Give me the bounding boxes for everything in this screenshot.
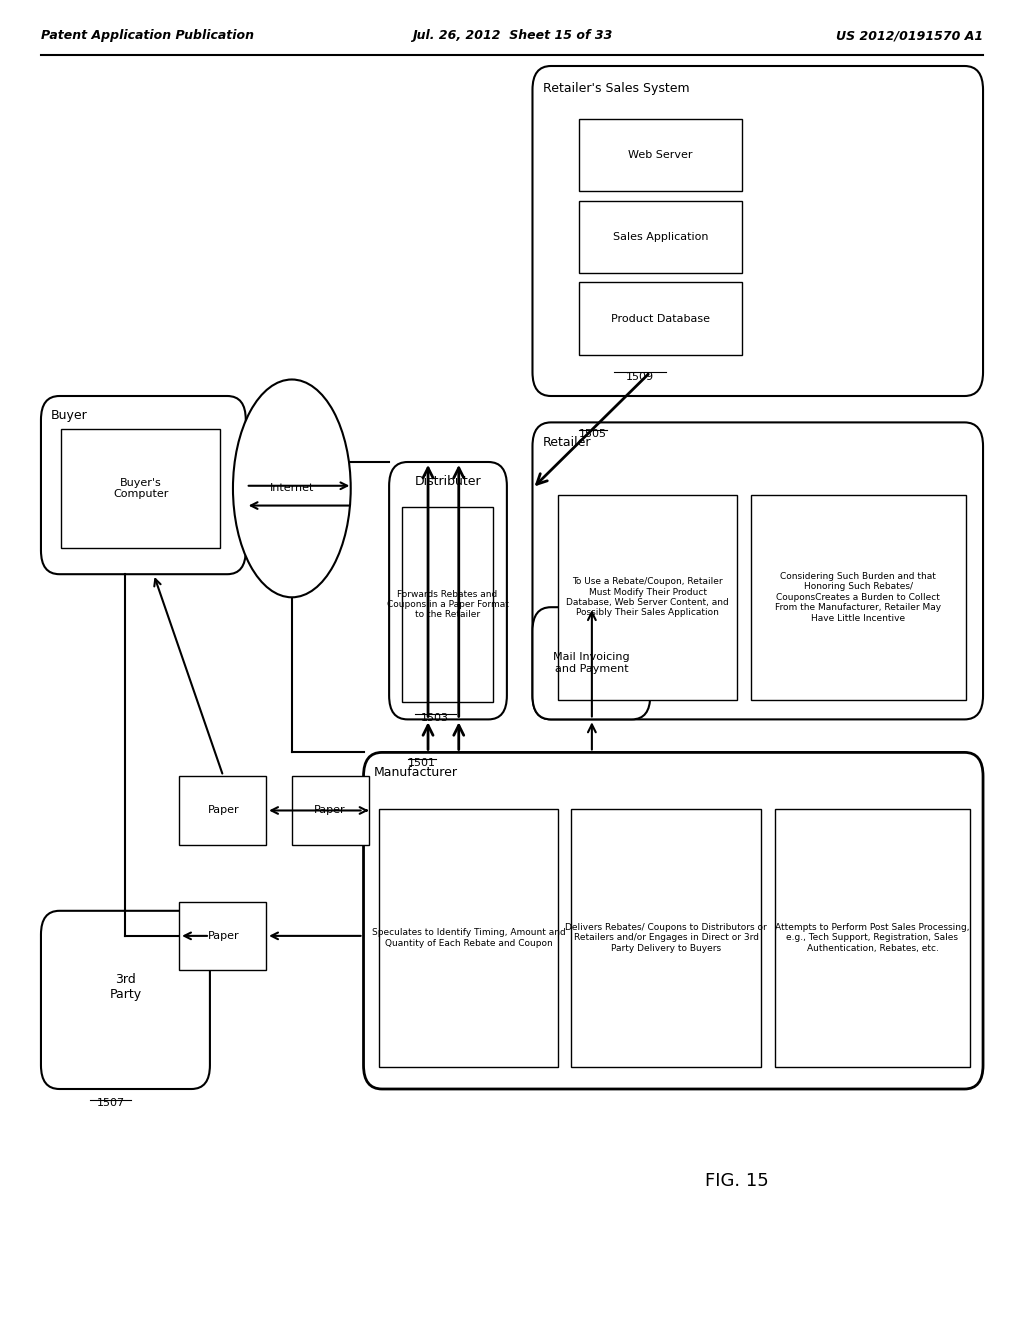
Bar bbox=[579, 282, 742, 355]
Bar bbox=[179, 902, 266, 970]
Text: Web Server: Web Server bbox=[629, 150, 692, 160]
Text: Internet: Internet bbox=[269, 483, 314, 494]
Text: Retailer's Sales System: Retailer's Sales System bbox=[543, 82, 689, 95]
Text: 1507: 1507 bbox=[96, 1098, 125, 1109]
Text: Speculates to Identify Timing, Amount and
Quantity of Each Rebate and Coupon: Speculates to Identify Timing, Amount an… bbox=[372, 928, 565, 948]
Bar bbox=[571, 809, 761, 1067]
Text: Delivers Rebates/ Coupons to Distributors or
Retailers and/or Engages in Direct : Delivers Rebates/ Coupons to Distributor… bbox=[565, 923, 767, 953]
Text: Distributer: Distributer bbox=[415, 475, 481, 488]
FancyBboxPatch shape bbox=[364, 752, 983, 1089]
Text: US 2012/0191570 A1: US 2012/0191570 A1 bbox=[836, 29, 983, 42]
Bar bbox=[579, 201, 742, 273]
Text: Paper: Paper bbox=[208, 931, 239, 941]
Bar bbox=[379, 809, 558, 1067]
Text: 1505: 1505 bbox=[579, 429, 606, 440]
Bar bbox=[292, 776, 369, 845]
FancyBboxPatch shape bbox=[532, 66, 983, 396]
Bar bbox=[179, 776, 266, 845]
Text: 3rd
Party: 3rd Party bbox=[110, 973, 141, 1001]
Text: To Use a Rebate/Coupon, Retailer
Must Modify Their Product
Database, Web Server : To Use a Rebate/Coupon, Retailer Must Mo… bbox=[566, 577, 729, 618]
Bar bbox=[61, 429, 220, 548]
Text: 1503: 1503 bbox=[421, 713, 450, 723]
Text: Patent Application Publication: Patent Application Publication bbox=[41, 29, 254, 42]
FancyBboxPatch shape bbox=[41, 396, 246, 574]
Bar bbox=[775, 809, 970, 1067]
Text: 1501: 1501 bbox=[408, 758, 435, 768]
Text: Manufacturer: Manufacturer bbox=[374, 766, 458, 779]
Text: Paper: Paper bbox=[208, 805, 239, 816]
Text: Buyer: Buyer bbox=[51, 409, 88, 422]
Text: Retailer: Retailer bbox=[543, 436, 591, 449]
Text: Mail Invoicing
and Payment: Mail Invoicing and Payment bbox=[553, 652, 630, 675]
Text: Buyer's
Computer: Buyer's Computer bbox=[113, 478, 169, 499]
FancyBboxPatch shape bbox=[389, 462, 507, 719]
FancyBboxPatch shape bbox=[532, 607, 650, 719]
Text: Forwards Rebates and
Coupons in a Paper Format
to the Retailer: Forwards Rebates and Coupons in a Paper … bbox=[386, 590, 509, 619]
Text: Attempts to Perform Post Sales Processing,
e.g., Tech Support, Registration, Sal: Attempts to Perform Post Sales Processin… bbox=[775, 923, 970, 953]
Text: 1509: 1509 bbox=[626, 372, 654, 383]
Ellipse shape bbox=[232, 380, 350, 597]
Text: Sales Application: Sales Application bbox=[612, 232, 709, 242]
FancyBboxPatch shape bbox=[41, 911, 210, 1089]
Bar bbox=[751, 495, 966, 700]
Text: Jul. 26, 2012  Sheet 15 of 33: Jul. 26, 2012 Sheet 15 of 33 bbox=[412, 29, 612, 42]
Text: Considering Such Burden and that
Honoring Such Rebates/
CouponsCreates a Burden : Considering Such Burden and that Honorin… bbox=[775, 572, 941, 623]
Bar bbox=[402, 507, 493, 702]
Text: Product Database: Product Database bbox=[611, 314, 710, 323]
Bar bbox=[558, 495, 737, 700]
Text: FIG. 15: FIG. 15 bbox=[706, 1172, 769, 1191]
Text: Paper: Paper bbox=[314, 805, 345, 816]
FancyBboxPatch shape bbox=[532, 422, 983, 719]
Bar bbox=[579, 119, 742, 191]
